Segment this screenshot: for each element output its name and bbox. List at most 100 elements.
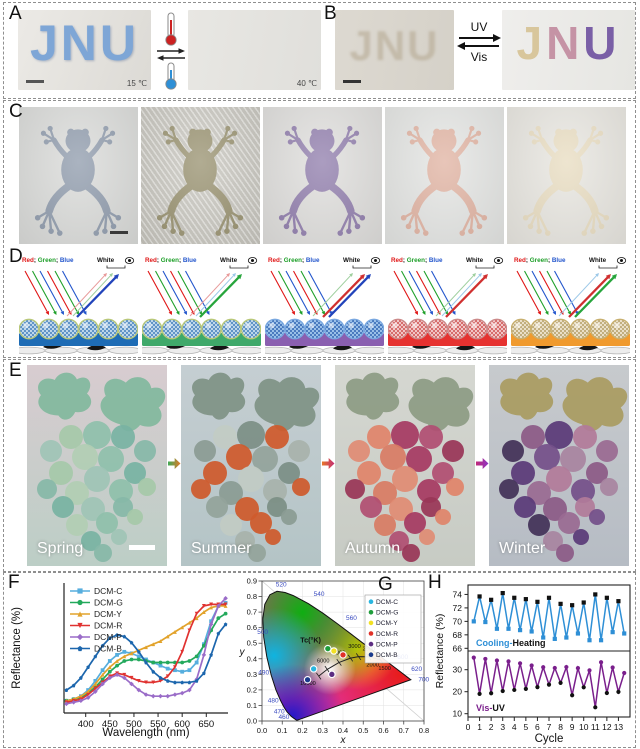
svg-text:10: 10 xyxy=(453,709,463,719)
svg-text:DCM-C: DCM-C xyxy=(376,599,398,606)
svg-text:0.4: 0.4 xyxy=(247,654,257,663)
panel-f-label: F xyxy=(8,572,20,593)
svg-text:x: x xyxy=(340,735,347,745)
svg-text:68: 68 xyxy=(453,630,463,640)
svg-text:0.6: 0.6 xyxy=(378,726,388,735)
svg-text:540: 540 xyxy=(314,591,325,598)
svg-text:520: 520 xyxy=(276,581,287,588)
frog-photo xyxy=(141,107,260,244)
cycling-stability-chart: 66 68 70 72 74 Cooling-Heating 10 20 30 Vis-UV 0 1 2… xyxy=(432,575,635,745)
svg-text:Cooling-Heating: Cooling-Heating xyxy=(476,638,546,648)
svg-text:400: 400 xyxy=(78,719,94,730)
thermometer-arrows-group xyxy=(157,12,185,90)
season-label: Autumn xyxy=(345,540,401,557)
scale-bar xyxy=(343,80,361,83)
cold-thermometer-icon xyxy=(165,62,177,90)
uv-vis-arrows-group: UV Vis xyxy=(456,20,502,64)
svg-text:Cycle: Cycle xyxy=(535,733,564,745)
svg-text:DCM-P: DCM-P xyxy=(94,632,122,642)
panel-e-label: E xyxy=(9,360,22,381)
panel-h-label: H xyxy=(428,572,442,593)
svg-text:White: White xyxy=(466,257,484,264)
season-label: Spring xyxy=(37,540,84,557)
svg-text:650: 650 xyxy=(198,719,214,730)
svg-text:490: 490 xyxy=(258,669,269,676)
svg-text:3000: 3000 xyxy=(348,644,360,650)
reflectance-spectra-chart: 400 450 500 550 600 650 DCM-C DCM-G DCM-Y DCM-R DC… xyxy=(6,575,234,745)
svg-text:20: 20 xyxy=(453,687,463,697)
svg-text:480: 480 xyxy=(268,697,279,704)
svg-text:4000: 4000 xyxy=(333,650,345,656)
photo-jnu-hot-blank: 40 ℃ xyxy=(188,10,321,90)
panel-c-label: C xyxy=(9,101,23,122)
svg-text:0.1: 0.1 xyxy=(277,726,287,735)
frog-photo xyxy=(263,107,382,244)
svg-text:72: 72 xyxy=(453,603,463,613)
svg-text:5: 5 xyxy=(523,722,528,732)
svg-text:620: 620 xyxy=(411,666,422,673)
svg-text:0.3: 0.3 xyxy=(318,726,328,735)
season-transition-arrow-icon xyxy=(475,458,489,469)
svg-text:3: 3 xyxy=(500,722,505,732)
svg-text:Red; Green; Blue: Red; Green; Blue xyxy=(268,257,320,264)
svg-text:White: White xyxy=(97,257,115,264)
svg-text:Reflectance (%): Reflectance (%) xyxy=(434,614,446,689)
season-transition-arrow-icon xyxy=(321,458,335,469)
reversible-arrows-icon xyxy=(157,48,185,61)
svg-text:DCM-G: DCM-G xyxy=(94,598,123,608)
svg-text:8: 8 xyxy=(558,722,563,732)
svg-text:460: 460 xyxy=(278,714,289,721)
panel-ab-box: A JNU 15 ℃ 40 ℃ xyxy=(3,2,636,99)
svg-text:0.0: 0.0 xyxy=(247,717,257,726)
temperature-caption: 40 ℃ xyxy=(296,79,317,88)
season-photo: Autumn xyxy=(335,365,475,566)
svg-text:White: White xyxy=(343,257,361,264)
svg-text:Wavelength (nm): Wavelength (nm) xyxy=(102,727,189,739)
svg-text:0.2: 0.2 xyxy=(247,685,257,694)
svg-text:White: White xyxy=(589,257,607,264)
frog-photo xyxy=(385,107,504,244)
photo-jnu-faint: JNU xyxy=(335,10,454,90)
optics-diagram: Red; Green; Blue White xyxy=(19,253,138,355)
svg-text:10000: 10000 xyxy=(300,681,316,687)
jnu-text-ghost: JNU xyxy=(349,22,440,69)
season-label: Winter xyxy=(499,540,546,557)
svg-text:70: 70 xyxy=(453,616,463,626)
svg-text:2000: 2000 xyxy=(366,663,378,669)
svg-text:DCM-Y: DCM-Y xyxy=(376,620,398,627)
svg-text:4: 4 xyxy=(512,722,517,732)
season-photo: Summer xyxy=(181,365,321,566)
scale-bar xyxy=(129,545,155,550)
svg-text:600: 600 xyxy=(174,719,190,730)
svg-text:0.6: 0.6 xyxy=(247,623,257,632)
jnu-text-blue: JNU xyxy=(29,15,140,71)
cie-chromaticity-chart: 4604704804905005205405605806006207001000… xyxy=(234,575,432,746)
svg-text:y: y xyxy=(239,647,246,658)
svg-text:0.4: 0.4 xyxy=(338,726,348,735)
svg-text:13: 13 xyxy=(614,722,624,732)
svg-text:9: 9 xyxy=(570,722,575,732)
svg-text:0.8: 0.8 xyxy=(247,592,257,601)
svg-text:450: 450 xyxy=(102,719,118,730)
svg-text:0.8: 0.8 xyxy=(419,726,429,735)
svg-text:0: 0 xyxy=(466,722,471,732)
svg-text:66: 66 xyxy=(453,643,463,653)
svg-text:DCM-C: DCM-C xyxy=(94,586,122,596)
svg-text:2: 2 xyxy=(489,722,494,732)
svg-text:Red; Green; Blue: Red; Green; Blue xyxy=(514,257,566,264)
svg-text:74: 74 xyxy=(453,589,463,599)
svg-text:DCM-P: DCM-P xyxy=(376,641,398,648)
svg-text:Red; Green; Blue: Red; Green; Blue xyxy=(22,257,74,264)
panel-a-label: A xyxy=(9,3,22,24)
season-label: Summer xyxy=(191,540,252,557)
svg-text:DCM-R: DCM-R xyxy=(94,621,122,631)
panel-g-label: G xyxy=(378,574,393,595)
panel-e-box: E Spring Summer Autumn Winter xyxy=(3,359,636,572)
svg-text:10: 10 xyxy=(579,722,589,732)
svg-text:DCM-B: DCM-B xyxy=(94,644,122,654)
season-transition-arrow-icon xyxy=(167,458,181,469)
frog-photo xyxy=(19,107,138,244)
season-photo: Winter xyxy=(489,365,629,566)
svg-text:12: 12 xyxy=(602,722,612,732)
